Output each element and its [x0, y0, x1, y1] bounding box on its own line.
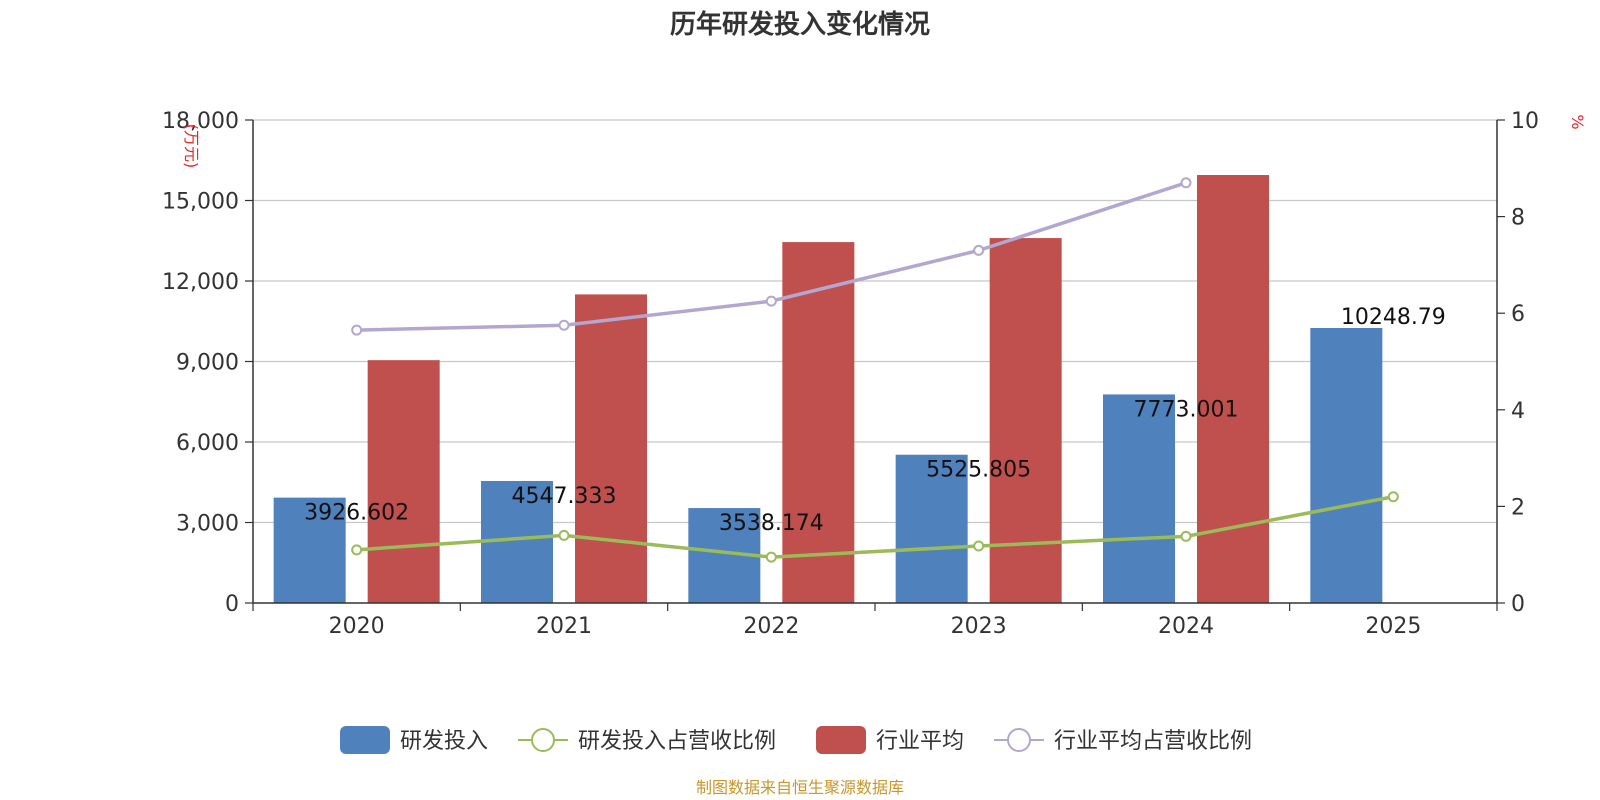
point-行业平均占营收比例: [973, 244, 985, 256]
left-axis-tick-label: 18,000: [162, 109, 239, 134]
point-研发投入占营收比例: [1387, 491, 1399, 503]
bar-研发投入-2024: [1103, 394, 1175, 603]
bar-行业平均-2020: [367, 360, 440, 603]
point-研发投入占营收比例: [765, 551, 777, 563]
left-axis-tick-label: 12,000: [162, 270, 239, 295]
x-axis-tick-label: 2022: [743, 614, 799, 639]
data-label: 7773.001: [1134, 397, 1239, 422]
x-axis-tick-label: 2024: [1158, 614, 1214, 639]
data-label: 3538.174: [719, 511, 824, 536]
left-axis-tick-label: 6,000: [176, 431, 239, 456]
chart-title: 历年研发投入变化情况: [670, 9, 930, 40]
right-axis-unit: %: [1568, 114, 1587, 129]
point-行业平均占营收比例: [558, 319, 570, 331]
data-label: 4547.333: [512, 484, 617, 509]
bar-行业平均-2023: [989, 238, 1062, 604]
left-axis-tick-label: 15,000: [162, 190, 239, 215]
legend-marker: [531, 728, 555, 752]
bar-行业平均-2024: [1197, 175, 1269, 603]
data-source-note: 制图数据来自恒生聚源数据库: [696, 778, 904, 797]
data-label: 3926.602: [304, 501, 409, 526]
point-行业平均占营收比例: [765, 295, 777, 307]
legend-label: 研发投入: [400, 729, 488, 754]
right-axis-tick-label: 8: [1511, 206, 1525, 231]
point-研发投入占营收比例: [1180, 530, 1192, 542]
left-axis-unit: (万元): [182, 124, 201, 169]
point-研发投入占营收比例: [351, 544, 363, 556]
legend-swatch: [340, 726, 390, 754]
left-axis-tick-label: 9,000: [176, 351, 239, 376]
right-axis-tick-label: 2: [1511, 495, 1525, 520]
bar-研发投入-2023: [895, 454, 968, 603]
legend-swatch: [816, 726, 866, 754]
left-axis-tick-label: 0: [225, 592, 239, 617]
point-行业平均占营收比例: [351, 324, 363, 336]
right-axis-tick-label: 0: [1511, 592, 1525, 617]
legend-label: 行业平均: [876, 729, 964, 754]
legend-label: 行业平均占营收比例: [1054, 729, 1252, 754]
x-axis-tick-label: 2021: [536, 614, 592, 639]
legend-label: 研发投入占营收比例: [578, 729, 776, 754]
x-axis-tick-label: 2020: [329, 614, 385, 639]
right-axis-tick-label: 6: [1511, 302, 1525, 327]
x-axis-tick-label: 2023: [951, 614, 1007, 639]
left-axis-tick-label: 3,000: [176, 512, 239, 537]
bar-行业平均-2021: [575, 294, 647, 603]
right-axis-tick-label: 10: [1511, 109, 1539, 134]
legend-marker: [1007, 728, 1031, 752]
bar-研发投入-2025: [1310, 327, 1383, 603]
right-axis-tick-label: 4: [1511, 399, 1525, 424]
bar-研发投入-2020: [273, 497, 346, 603]
x-axis-tick-label: 2025: [1365, 614, 1421, 639]
point-研发投入占营收比例: [558, 529, 570, 541]
line-研发投入占营收比例: [356, 495, 1394, 559]
point-行业平均占营收比例: [1180, 177, 1192, 189]
bar-行业平均-2022: [782, 242, 855, 603]
data-label: 10248.79: [1341, 305, 1446, 330]
point-研发投入占营收比例: [973, 540, 985, 552]
data-label: 5525.805: [926, 458, 1031, 483]
